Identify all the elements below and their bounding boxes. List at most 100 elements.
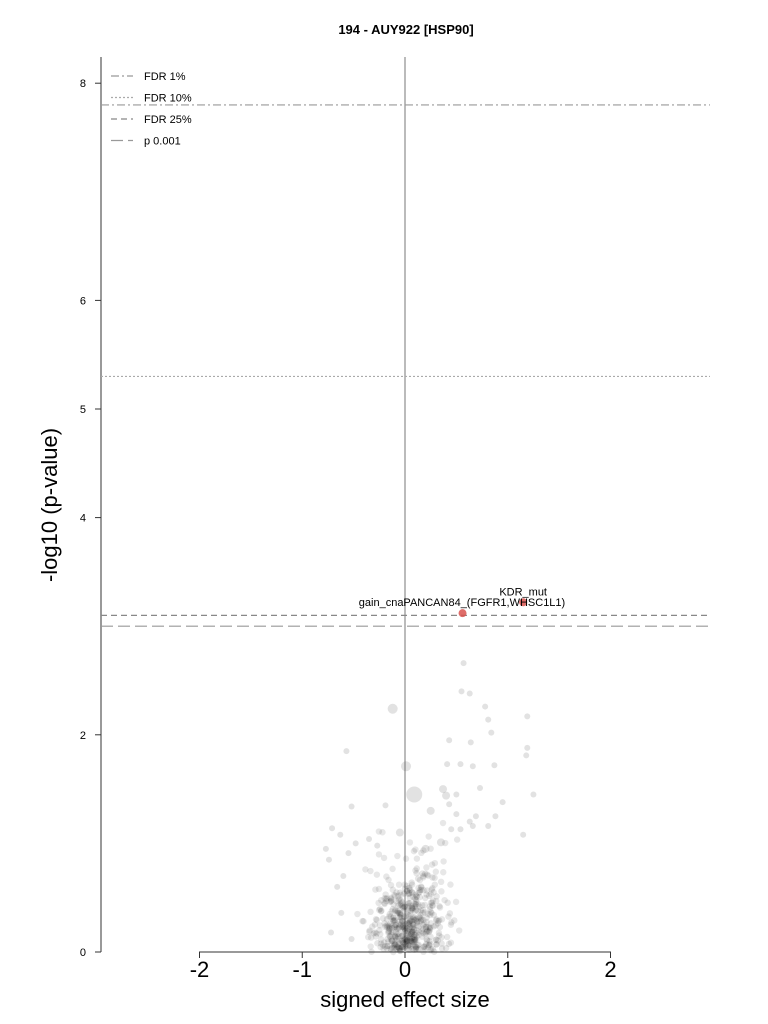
background-point: [390, 914, 398, 921]
background-point: [416, 923, 423, 930]
background-point: [360, 918, 367, 925]
background-point: [401, 903, 408, 910]
background-point: [412, 867, 419, 874]
background-point: [415, 901, 422, 908]
background-point: [418, 927, 426, 935]
background-point: [409, 905, 416, 912]
background-point: [379, 942, 387, 949]
background-point: [407, 943, 414, 950]
background-point: [413, 943, 420, 951]
background-point: [413, 917, 421, 925]
background-point: [401, 936, 409, 943]
background-point: [411, 946, 418, 953]
background-point: [423, 923, 430, 931]
background-point: [396, 889, 404, 896]
background-point: [402, 940, 409, 948]
y-tick-label: 4: [80, 513, 86, 525]
background-point: [427, 947, 434, 954]
background-point: [397, 913, 404, 921]
background-point: [404, 943, 412, 950]
background-point: [423, 887, 431, 894]
background-point: [404, 937, 411, 944]
background-point: [400, 925, 408, 932]
background-point: [436, 902, 443, 910]
background-point: [395, 924, 403, 931]
background-point: [385, 924, 393, 932]
background-point: [399, 923, 406, 931]
background-point: [433, 897, 440, 905]
background-point: [411, 935, 418, 942]
background-point: [392, 906, 399, 914]
background-point: [392, 941, 399, 949]
background-point: [406, 894, 413, 902]
background-point: [325, 856, 332, 863]
background-point: [375, 828, 383, 835]
background-point: [414, 875, 422, 882]
background-point: [401, 903, 408, 910]
background-point: [433, 941, 440, 948]
background-point: [423, 918, 430, 926]
background-point: [436, 838, 445, 847]
background-point: [398, 937, 405, 944]
background-point: [415, 913, 423, 921]
background-point: [372, 886, 379, 893]
background-point: [431, 859, 439, 867]
background-point: [409, 906, 416, 913]
background-point: [404, 937, 411, 944]
background-point: [396, 945, 403, 952]
background-point: [411, 914, 418, 921]
background-point: [482, 703, 489, 710]
background-point: [405, 890, 413, 897]
background-point: [398, 915, 405, 922]
background-point: [398, 944, 406, 951]
background-point: [418, 933, 426, 940]
background-point: [384, 922, 391, 929]
background-point: [432, 936, 439, 943]
background-point: [419, 870, 426, 877]
background-point: [440, 858, 447, 865]
background-point: [403, 912, 410, 920]
background-point: [432, 922, 439, 929]
background-point: [378, 897, 385, 904]
background-point: [405, 890, 412, 898]
background-point: [348, 935, 355, 942]
background-point: [410, 847, 418, 855]
background-point: [395, 896, 402, 904]
background-point: [390, 916, 397, 924]
background-point: [431, 881, 439, 888]
background-point: [425, 892, 433, 900]
background-points: [322, 660, 537, 956]
background-point: [343, 748, 350, 755]
background-point: [469, 763, 476, 770]
background-point: [373, 916, 381, 924]
background-point: [448, 826, 455, 833]
background-point: [453, 811, 460, 818]
background-point: [408, 928, 415, 936]
background-point: [422, 929, 430, 937]
background-point: [407, 907, 414, 915]
background-point: [402, 935, 410, 942]
background-point: [457, 761, 464, 768]
background-point: [398, 917, 406, 925]
background-point: [404, 906, 411, 914]
background-point: [387, 920, 394, 927]
background-point: [440, 869, 447, 876]
background-point: [412, 945, 419, 952]
background-point: [398, 932, 406, 939]
background-point: [394, 943, 401, 951]
background-point: [393, 922, 400, 929]
background-point: [400, 940, 407, 947]
background-point: [397, 891, 405, 898]
y-tick-label: 0: [80, 947, 86, 959]
background-point: [416, 903, 423, 910]
background-point: [385, 929, 392, 936]
background-point: [408, 881, 416, 888]
background-point: [388, 908, 395, 915]
background-point: [392, 934, 400, 942]
background-point: [411, 931, 419, 939]
background-point: [393, 935, 400, 943]
background-point: [431, 948, 438, 955]
background-point: [427, 924, 434, 931]
background-point: [366, 927, 373, 934]
background-point: [400, 907, 408, 915]
